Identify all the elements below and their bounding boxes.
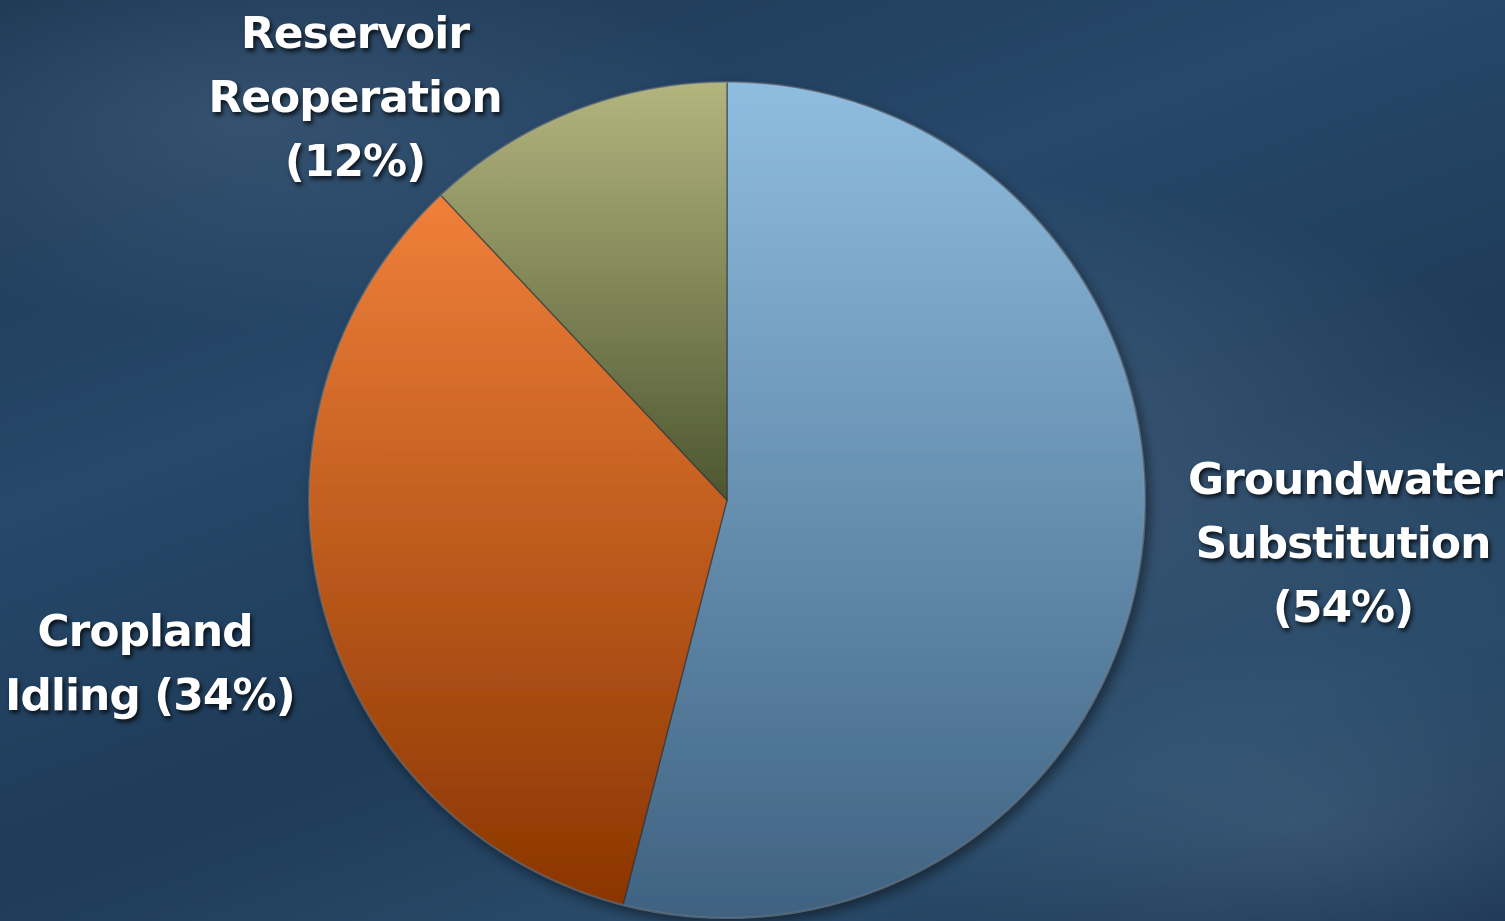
- pie-slices: [308, 81, 1146, 919]
- cropland-idling-label: Cropland Idling (34%): [5, 600, 296, 728]
- groundwater-substitution-label: Groundwater Substitution (54%): [1188, 448, 1503, 640]
- reservoir-label-line-3: (12%): [284, 136, 427, 187]
- groundwater-label-line-3: (54%): [1272, 582, 1415, 633]
- pie-rim: [308, 81, 1146, 919]
- reservoir-reoperation-label: Reservoir Reoperation (12%): [200, 2, 510, 194]
- cropland-label-line-2: Idling (34%): [5, 670, 296, 721]
- groundwater-label-line-2: Substitution: [1195, 518, 1492, 569]
- cropland-label-line-1: Cropland: [37, 606, 253, 657]
- groundwater-label-line-1: Groundwater: [1188, 454, 1503, 505]
- reservoir-label-line-2: Reoperation: [208, 72, 502, 123]
- reservoir-label-line-1: Reservoir: [240, 8, 470, 59]
